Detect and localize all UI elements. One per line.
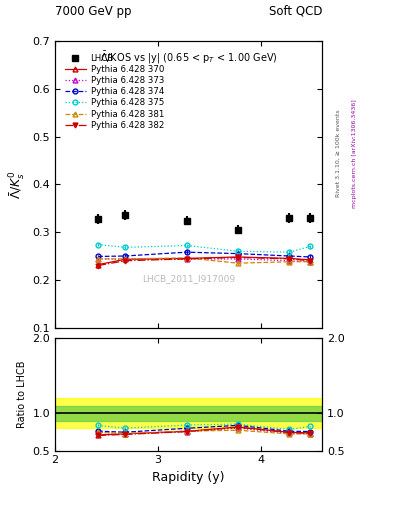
Text: Soft QCD: Soft QCD xyxy=(269,5,322,18)
Y-axis label: $\bar{\Lambda}/K^0_s$: $\bar{\Lambda}/K^0_s$ xyxy=(7,170,27,199)
Text: mcplots.cern.ch [arXiv:1306.3436]: mcplots.cern.ch [arXiv:1306.3436] xyxy=(352,99,357,208)
Bar xyxy=(55,398,322,428)
Text: 7000 GeV pp: 7000 GeV pp xyxy=(55,5,132,18)
Text: LHCB_2011_I917009: LHCB_2011_I917009 xyxy=(142,274,235,284)
Text: $\bar{\Lambda}$/KOS vs |y| (0.65 < p$_T$ < 1.00 GeV): $\bar{\Lambda}$/KOS vs |y| (0.65 < p$_T$… xyxy=(100,50,277,66)
Bar xyxy=(55,406,322,420)
Legend: LHCB, Pythia 6.428 370, Pythia 6.428 373, Pythia 6.428 374, Pythia 6.428 375, Py: LHCB, Pythia 6.428 370, Pythia 6.428 373… xyxy=(65,54,164,130)
Y-axis label: Ratio to LHCB: Ratio to LHCB xyxy=(17,360,27,428)
Text: Rivet 3.1.10, ≥ 100k events: Rivet 3.1.10, ≥ 100k events xyxy=(336,110,341,198)
X-axis label: Rapidity (y): Rapidity (y) xyxy=(152,471,225,484)
